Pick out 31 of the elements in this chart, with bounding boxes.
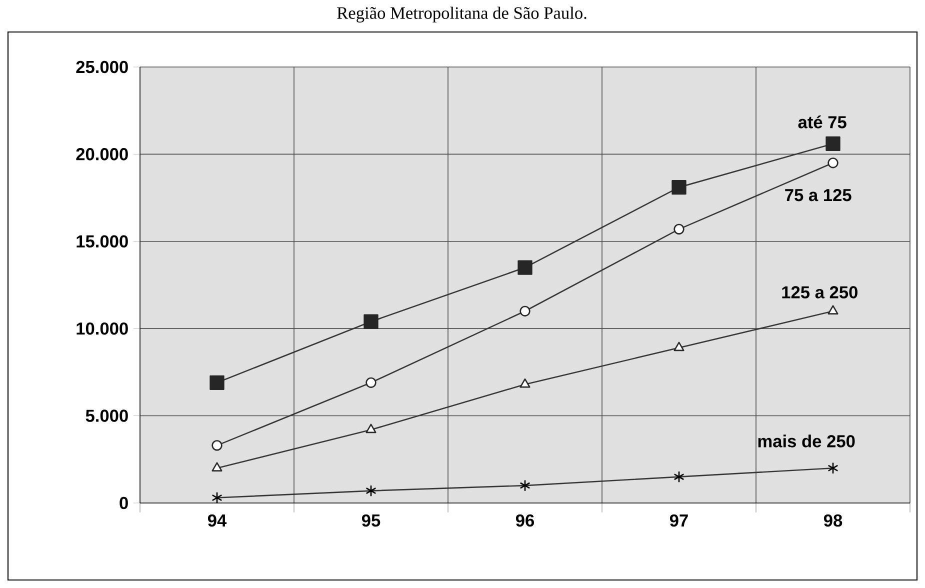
point bbox=[518, 260, 532, 275]
point bbox=[826, 136, 840, 152]
x-tick-label: 98 bbox=[824, 514, 842, 527]
y-tick-label: 5.000 bbox=[86, 410, 128, 422]
point bbox=[210, 375, 224, 390]
x-tick-label: 96 bbox=[516, 514, 534, 527]
chart-title: Região Metropolitana de São Paulo. bbox=[337, 6, 586, 22]
point bbox=[520, 306, 530, 316]
point bbox=[674, 224, 684, 235]
point bbox=[828, 305, 838, 314]
series-label: mais de 250 bbox=[758, 434, 855, 448]
point bbox=[212, 440, 222, 451]
y-tick-label: 10.000 bbox=[76, 322, 128, 335]
point bbox=[366, 424, 376, 434]
point bbox=[674, 342, 684, 352]
point bbox=[212, 462, 222, 472]
point bbox=[520, 378, 530, 388]
x-tick-label: 97 bbox=[670, 514, 688, 527]
x-tick-label: 94 bbox=[208, 514, 227, 527]
y-tick-label: 0 bbox=[120, 496, 128, 510]
point bbox=[828, 158, 838, 168]
point bbox=[364, 314, 378, 329]
point bbox=[366, 377, 376, 388]
x-tick-label: 95 bbox=[362, 514, 380, 527]
series-label: 75 a 125 bbox=[785, 188, 852, 202]
point bbox=[672, 180, 686, 195]
y-tick-label: 25.000 bbox=[76, 60, 128, 74]
y-tick-label: 15.000 bbox=[76, 235, 128, 248]
series-label: 125 a 250 bbox=[782, 286, 858, 298]
series-label: até 75 bbox=[798, 115, 846, 128]
y-tick-label: 20.000 bbox=[76, 148, 128, 160]
